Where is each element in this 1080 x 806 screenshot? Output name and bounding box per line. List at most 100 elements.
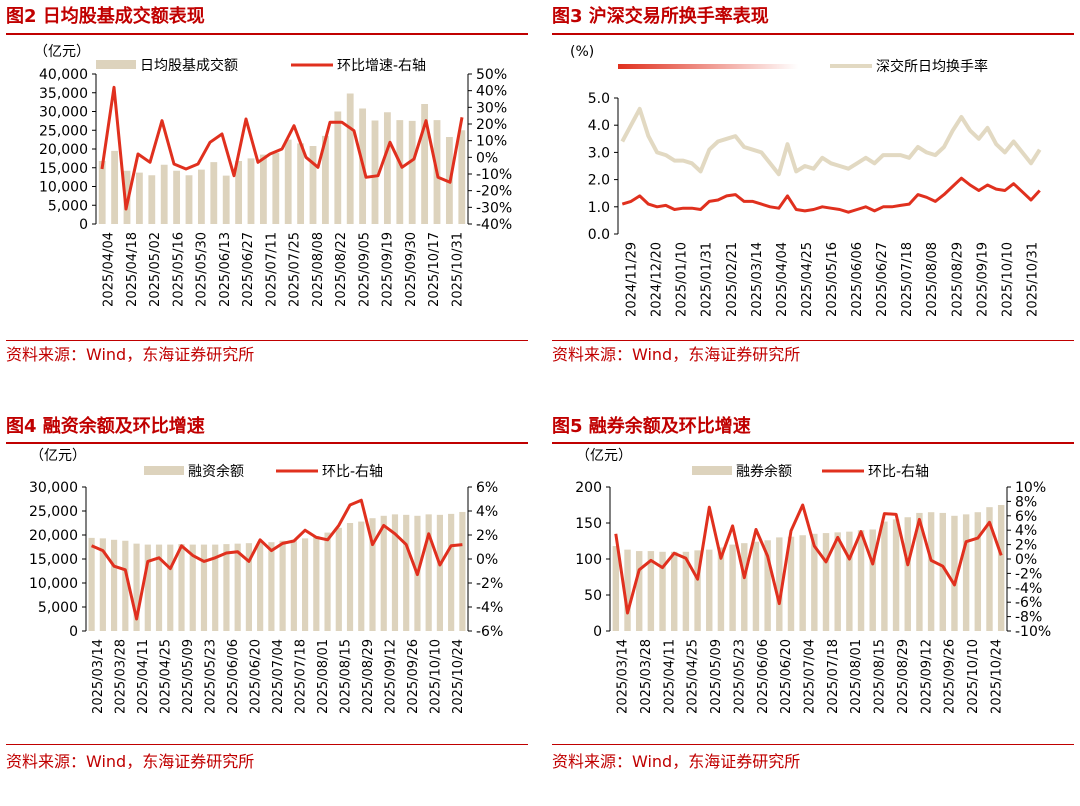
right-axis-tick-label: 20% xyxy=(476,117,507,133)
bar xyxy=(752,541,760,631)
bar xyxy=(846,531,853,631)
bar xyxy=(111,150,119,224)
bar xyxy=(358,521,365,631)
x-axis-tick-label: 2025/05/30 xyxy=(195,232,210,307)
bar xyxy=(403,514,410,631)
legend-label: 深交所日均换手率 xyxy=(876,58,988,75)
x-axis-tick-label: 2025/10/31 xyxy=(1026,242,1041,317)
x-axis-tick-label: 2025/07/18 xyxy=(826,639,841,714)
bar xyxy=(321,135,329,224)
bar xyxy=(210,162,218,224)
bar xyxy=(324,532,331,631)
x-axis-tick-label: 2025/10/31 xyxy=(450,232,465,307)
series-line xyxy=(91,498,463,621)
bar xyxy=(729,544,736,631)
bar xyxy=(694,550,701,631)
x-axis-tick-label: 2025/07/04 xyxy=(271,639,286,714)
legend-swatch-bar xyxy=(144,466,184,475)
bar xyxy=(346,523,354,631)
bar xyxy=(160,164,168,224)
panel-title: 图5 融券余额及环比增速 xyxy=(552,416,751,437)
left-axis-tick-label: 1.0 xyxy=(588,200,610,216)
bar xyxy=(212,544,219,631)
x-axis-tick-label: 2025/02/21 xyxy=(725,242,740,317)
x-axis-tick-label: 2025/03/14 xyxy=(616,639,631,714)
title-rule xyxy=(552,442,1074,444)
bar xyxy=(787,536,795,631)
left-axis-tick-label: 0 xyxy=(69,624,78,640)
bar xyxy=(334,111,342,224)
x-axis-tick-label: 2025/05/23 xyxy=(204,639,219,714)
x-axis-tick-label: 2025/09/30 xyxy=(404,232,419,307)
x-axis-tick-label: 2025/04/25 xyxy=(800,242,815,317)
bar xyxy=(741,543,748,631)
left-axis-tick-label: 0 xyxy=(593,624,602,640)
bar xyxy=(272,152,280,224)
x-axis-tick-label: 2025/01/10 xyxy=(675,242,690,317)
x-axis-tick-label: 2025/05/16 xyxy=(171,232,186,307)
bar xyxy=(297,143,305,224)
bar xyxy=(313,535,320,631)
x-axis-tick-label: 2025/07/04 xyxy=(803,639,818,714)
x-axis-tick-label: 2025/08/08 xyxy=(311,232,326,307)
right-axis-tick-label: 30% xyxy=(476,100,507,116)
bar xyxy=(235,161,243,224)
left-axis-tick-label: 10,000 xyxy=(29,576,78,592)
left-axis-unit-label: （亿元） xyxy=(34,44,90,60)
right-axis-tick-label: -4% xyxy=(476,600,503,616)
x-axis-tick-label: 2025/08/29 xyxy=(896,639,911,714)
bar xyxy=(88,537,95,631)
source-rule xyxy=(6,340,528,341)
left-axis-tick-label: 5,000 xyxy=(38,600,78,616)
left-axis-tick-label: 30,000 xyxy=(39,105,88,121)
bar xyxy=(717,547,725,631)
bar xyxy=(123,170,131,224)
bar xyxy=(408,120,416,224)
right-axis-tick-label: 10% xyxy=(476,134,507,150)
bar xyxy=(268,542,275,631)
bar xyxy=(148,175,156,224)
x-axis-tick-label: 2025/10/24 xyxy=(989,639,1004,714)
bar xyxy=(185,175,193,224)
right-axis-tick-label: -20% xyxy=(476,184,512,200)
x-axis-tick-label: 2025/04/25 xyxy=(686,639,701,714)
title-rule xyxy=(6,33,528,35)
legend-swatch-bar xyxy=(692,466,732,475)
title-rule xyxy=(552,33,1074,35)
x-axis-tick-label: 2025/01/31 xyxy=(700,242,715,317)
left-axis-tick-label: 15,000 xyxy=(29,552,78,568)
legend-label: 环比增速-右轴 xyxy=(337,58,426,74)
panel-title: 图3 沪深交易所换手率表现 xyxy=(552,6,769,27)
x-axis-tick-label: 2025/10/24 xyxy=(451,639,466,714)
source-rule xyxy=(6,744,528,745)
bar xyxy=(939,512,946,631)
left-axis-tick-label: 25,000 xyxy=(39,123,88,139)
bar xyxy=(371,120,379,224)
x-axis-tick-label: 2025/06/06 xyxy=(756,639,771,714)
x-axis-tick-label: 2025/09/26 xyxy=(406,639,421,714)
bar xyxy=(635,551,643,631)
bar xyxy=(799,535,806,631)
bar xyxy=(647,551,655,631)
x-axis-tick-label: 2025/06/20 xyxy=(779,639,794,714)
source-note: 资料来源：Wind，东海证券研究所 xyxy=(552,752,801,771)
bar xyxy=(857,530,865,631)
bar xyxy=(974,512,982,631)
legend-label: 融资余额 xyxy=(188,463,244,480)
bar xyxy=(178,544,185,631)
x-axis-tick-label: 2025/09/05 xyxy=(357,232,372,307)
bar xyxy=(927,512,935,631)
bar xyxy=(223,544,230,631)
bar xyxy=(99,538,106,631)
x-axis-tick-label: 2025/09/12 xyxy=(919,639,934,714)
x-axis-tick-label: 2025/09/19 xyxy=(975,242,990,317)
left-axis-tick-label: 150 xyxy=(575,516,602,532)
x-axis-tick-label: 2025/06/06 xyxy=(226,639,241,714)
bar xyxy=(682,551,690,631)
bar xyxy=(904,517,911,631)
left-axis-tick-label: 25,000 xyxy=(29,504,78,520)
right-axis-tick-label: 0% xyxy=(1015,552,1037,568)
bar xyxy=(155,544,163,631)
left-axis-tick-label: 2.0 xyxy=(588,173,610,189)
legend-swatch-bar xyxy=(96,60,136,69)
